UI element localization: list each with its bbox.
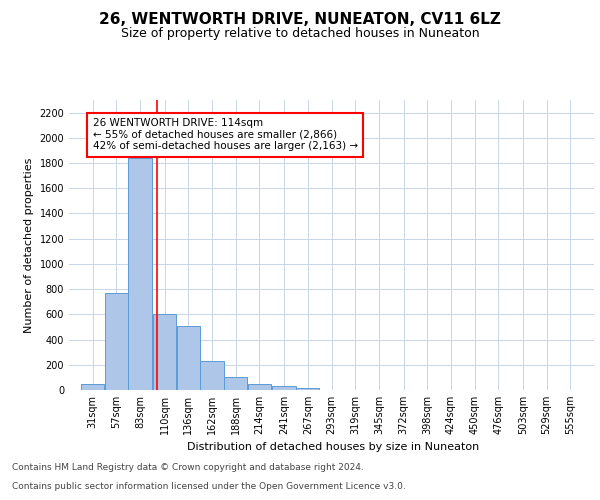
Text: Distribution of detached houses by size in Nuneaton: Distribution of detached houses by size …	[187, 442, 479, 452]
Text: 26, WENTWORTH DRIVE, NUNEATON, CV11 6LZ: 26, WENTWORTH DRIVE, NUNEATON, CV11 6LZ	[99, 12, 501, 28]
Text: Size of property relative to detached houses in Nuneaton: Size of property relative to detached ho…	[121, 28, 479, 40]
Text: Contains public sector information licensed under the Open Government Licence v3: Contains public sector information licen…	[12, 482, 406, 491]
Bar	[248, 384, 271, 390]
Bar	[153, 314, 176, 390]
Bar	[105, 293, 128, 390]
Bar	[296, 388, 319, 390]
Bar	[224, 378, 247, 390]
Bar	[272, 386, 296, 390]
Text: 26 WENTWORTH DRIVE: 114sqm
← 55% of detached houses are smaller (2,866)
42% of s: 26 WENTWORTH DRIVE: 114sqm ← 55% of deta…	[92, 118, 358, 152]
Text: Contains HM Land Registry data © Crown copyright and database right 2024.: Contains HM Land Registry data © Crown c…	[12, 464, 364, 472]
Bar	[177, 326, 200, 390]
Bar	[200, 361, 224, 390]
Y-axis label: Number of detached properties: Number of detached properties	[24, 158, 34, 332]
Bar	[81, 384, 104, 390]
Bar	[128, 158, 152, 390]
